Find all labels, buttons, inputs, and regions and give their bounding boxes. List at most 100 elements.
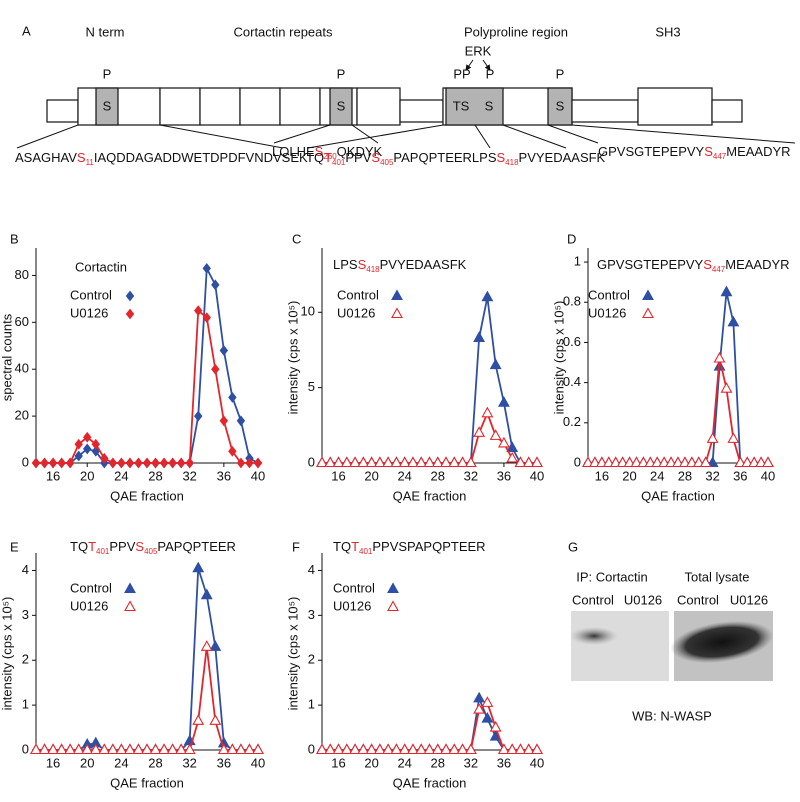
x-tick-label: 28 <box>431 468 445 483</box>
x-axis-label: QAE fraction <box>393 775 467 790</box>
data-point <box>117 457 126 469</box>
text-segment: 405 <box>144 547 158 556</box>
data-point <box>115 743 128 755</box>
text-segment: 401 <box>359 547 373 556</box>
text-segment: MEAADYR <box>725 257 789 272</box>
data-point <box>720 382 733 393</box>
data-point <box>142 457 152 469</box>
data-point <box>481 711 494 723</box>
data-point <box>252 743 264 755</box>
panel-label: E <box>10 539 19 554</box>
data-point <box>616 456 629 468</box>
series-line <box>36 567 258 751</box>
data-point <box>100 452 109 464</box>
data-point <box>582 456 594 468</box>
data-point <box>713 351 726 363</box>
data-point <box>194 410 203 422</box>
y-tick-label: 2 <box>308 652 315 667</box>
panel-label: G <box>568 539 578 554</box>
x-tick-label: 32 <box>464 755 478 770</box>
text-segment: ASAGHAV <box>15 150 77 165</box>
data-point <box>209 714 222 725</box>
text-segment: S <box>704 144 713 159</box>
data-point <box>108 457 118 469</box>
data-point <box>183 743 196 755</box>
x-axis-label: QAE fraction <box>110 488 184 503</box>
data-point <box>497 743 510 755</box>
data-point <box>48 457 58 469</box>
data-point <box>415 743 428 755</box>
data-point <box>644 456 657 468</box>
text-segment: 401 <box>96 547 110 556</box>
x-tick-label: 32 <box>182 755 196 770</box>
data-point <box>727 315 740 327</box>
text-segment: PVYEDAASFK <box>380 257 467 272</box>
data-point <box>473 691 486 703</box>
y-axis-label: intensity (cps x 10⁵) <box>285 597 300 711</box>
site-label: S <box>556 98 565 113</box>
data-point <box>727 432 740 443</box>
legend-label: Control <box>588 287 630 302</box>
y-tick-label: 1 <box>22 697 29 712</box>
data-point <box>123 743 136 755</box>
data-point <box>228 391 237 403</box>
data-point <box>531 743 543 755</box>
x-tick-label: 20 <box>80 468 94 483</box>
domain-box <box>77 87 161 126</box>
data-point <box>64 743 77 755</box>
chart-title: TQT401PPVSPAPQPTEER <box>333 539 486 556</box>
data-point <box>226 743 239 755</box>
chart-title: GPVSGTEPEPVYS447MEAADYR <box>597 257 790 274</box>
data-point <box>456 743 469 755</box>
data-point <box>324 456 337 468</box>
data-point <box>692 456 705 468</box>
lane-label: Control <box>572 592 614 607</box>
text-segment: S <box>371 150 380 165</box>
y-tick-label: 0 <box>308 741 315 756</box>
text-segment: PPV <box>345 150 371 165</box>
y-tick-label: 20 <box>15 408 29 423</box>
series-line <box>588 358 768 464</box>
text-segment: MEAADYR <box>726 144 790 159</box>
legend-marker <box>387 582 399 594</box>
legend-marker <box>124 600 136 612</box>
data-point <box>473 426 486 437</box>
data-point <box>415 456 428 468</box>
y-tick-label: 1 <box>308 697 315 712</box>
phospho-label: P <box>337 66 346 81</box>
x-tick-label: 24 <box>397 755 411 770</box>
y-tick-label: 0.8 <box>563 294 581 309</box>
legend-label: U0126 <box>337 305 375 320</box>
data-point <box>219 345 229 356</box>
y-tick-label: 1 <box>574 253 581 268</box>
arrow <box>465 59 474 71</box>
text-segment: LQLHE <box>272 144 315 159</box>
y-tick-label: 40 <box>15 361 29 376</box>
text-segment: 260 <box>323 152 337 161</box>
data-point <box>192 714 205 725</box>
data-point <box>219 415 229 427</box>
text-segment: GPVSGTEPEPVY <box>598 144 705 159</box>
text-segment: PPV <box>109 539 135 554</box>
data-point <box>365 456 378 468</box>
data-point <box>489 429 502 440</box>
x-tick-label: 36 <box>733 468 747 483</box>
x-tick-label: 20 <box>80 755 94 770</box>
data-point <box>316 456 328 468</box>
site-box <box>547 87 573 126</box>
site-label: S <box>485 98 494 113</box>
y-tick-label: 0 <box>22 454 29 469</box>
repeat-box <box>159 87 201 126</box>
repeat-box <box>356 87 401 126</box>
data-point <box>211 279 220 291</box>
domain-label: SH3 <box>655 24 680 39</box>
data-point <box>464 456 477 468</box>
data-point <box>390 456 403 468</box>
data-point <box>98 743 111 755</box>
text-segment: S <box>497 150 506 165</box>
blot-band <box>570 627 618 645</box>
text-segment: 418 <box>505 158 519 167</box>
data-point <box>125 457 135 469</box>
panel-label: F <box>292 539 300 554</box>
data-point <box>481 696 494 707</box>
